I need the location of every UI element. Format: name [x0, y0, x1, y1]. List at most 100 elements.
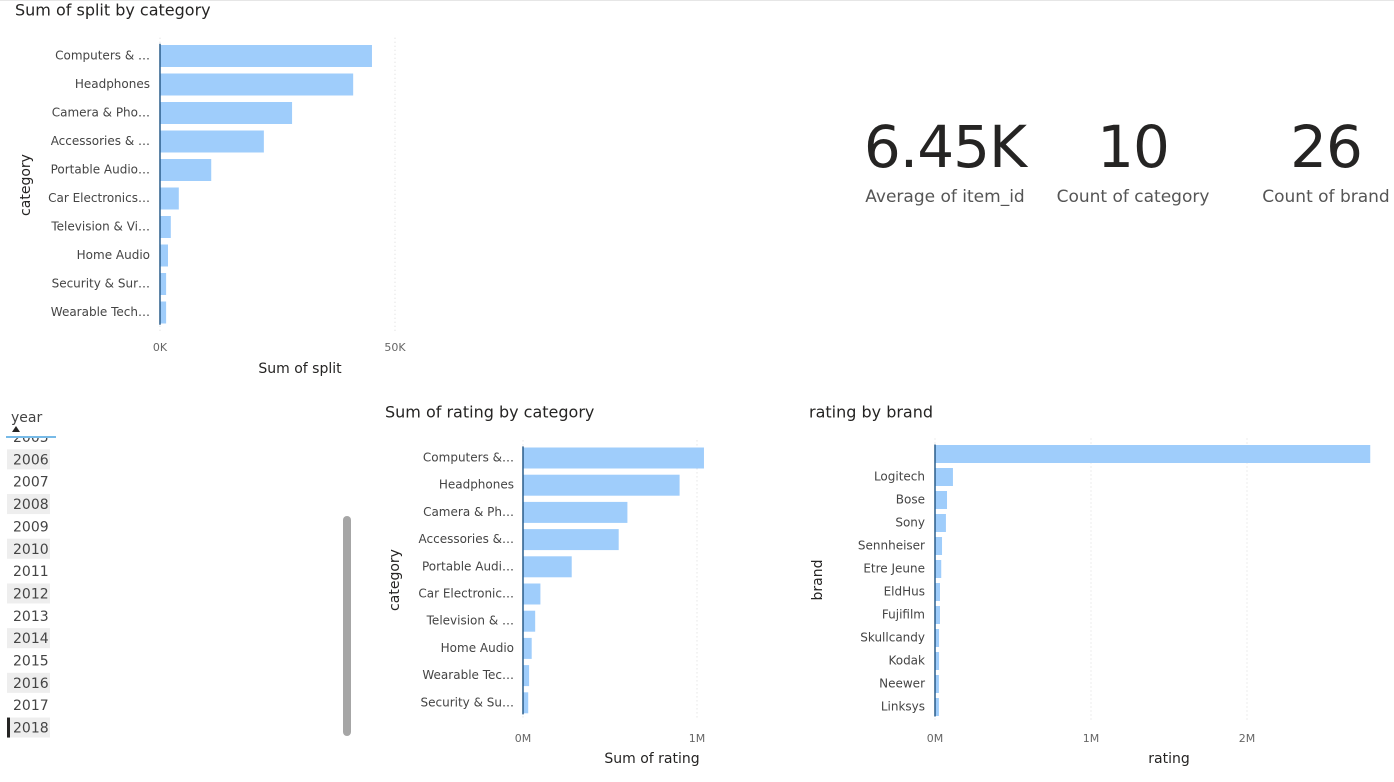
- y-tick-label: Linksys: [881, 700, 925, 714]
- bar[interactable]: [935, 491, 948, 509]
- slicer-item[interactable]: 2011: [13, 564, 49, 580]
- y-tick-label: Accessories & …: [51, 134, 150, 148]
- y-axis-title: brand: [810, 560, 826, 601]
- card-value: 26: [1290, 113, 1362, 181]
- y-tick-label: Wearable Tec…: [422, 668, 514, 682]
- card-value: 6.45K: [864, 113, 1029, 181]
- y-tick-label: Computers & …: [55, 49, 150, 63]
- y-tick-label: Television & Vi…: [50, 220, 150, 234]
- slicer-item-bg: [7, 628, 50, 649]
- slicer-item-bg: [7, 494, 50, 515]
- bar[interactable]: [523, 529, 619, 551]
- bar[interactable]: [935, 675, 939, 693]
- bar[interactable]: [935, 652, 940, 670]
- bar[interactable]: [935, 468, 953, 486]
- x-tick-label: 1M: [1083, 732, 1100, 745]
- slicer-item-bg: [7, 538, 50, 559]
- slicer-item[interactable]: 2006: [13, 452, 49, 468]
- bar[interactable]: [935, 583, 940, 601]
- slicer-item[interactable]: 2007: [13, 475, 49, 491]
- slicer-item[interactable]: 2008: [13, 497, 49, 513]
- bar[interactable]: [935, 606, 940, 624]
- bar[interactable]: [160, 102, 293, 124]
- y-tick-label: Neewer: [879, 677, 925, 691]
- slicer-item[interactable]: 2013: [13, 609, 49, 625]
- bar[interactable]: [160, 159, 212, 181]
- bar[interactable]: [523, 610, 536, 632]
- slicer-item[interactable]: 2009: [13, 519, 49, 535]
- x-tick-label: 1M: [689, 732, 706, 745]
- bar[interactable]: [160, 187, 179, 210]
- bar[interactable]: [160, 301, 167, 324]
- bar[interactable]: [160, 73, 354, 96]
- bar[interactable]: [523, 474, 680, 496]
- x-axis-title: rating: [1148, 751, 1189, 767]
- chart-title: Sum of rating by category: [385, 403, 594, 422]
- x-axis-title: Sum of split: [258, 361, 342, 377]
- bar[interactable]: [935, 537, 943, 555]
- bar[interactable]: [523, 583, 541, 605]
- y-tick-label: Car Electronic…: [418, 587, 514, 601]
- slicer-item[interactable]: 2014: [13, 631, 49, 647]
- y-tick-label: Kodak: [888, 654, 925, 668]
- bar[interactable]: [160, 216, 171, 238]
- bar[interactable]: [935, 629, 940, 647]
- chart-title: Sum of split by category: [15, 1, 211, 20]
- bar[interactable]: [523, 665, 530, 687]
- y-tick-label: Portable Audio…: [51, 163, 150, 177]
- y-tick-label: Skullcandy: [860, 631, 925, 645]
- y-tick-label: Camera & Pho…: [52, 106, 150, 120]
- slicer-item[interactable]: 2016: [13, 676, 49, 692]
- y-tick-label: Home Audio: [77, 248, 150, 262]
- slicer-sort-caret[interactable]: [12, 426, 20, 432]
- y-tick-label: Headphones: [439, 478, 514, 492]
- card-label: Average of item_id: [865, 187, 1024, 207]
- bar[interactable]: [160, 45, 372, 67]
- slicer-item[interactable]: 2010: [13, 542, 49, 558]
- y-tick-label: Logitech: [874, 470, 925, 484]
- slicer-item-bg: [7, 672, 50, 693]
- y-tick-label: Headphones: [75, 77, 150, 91]
- bar[interactable]: [935, 445, 1371, 463]
- bar[interactable]: [160, 244, 168, 267]
- y-tick-label: Sennheiser: [858, 539, 925, 553]
- slicer-item[interactable]: 2012: [13, 586, 49, 602]
- card-label: Count of brand: [1262, 187, 1389, 207]
- bar[interactable]: [523, 447, 704, 469]
- slicer-scrollbar[interactable]: [343, 516, 351, 736]
- bar[interactable]: [935, 698, 939, 716]
- y-tick-label: Camera & Ph…: [423, 505, 514, 519]
- slicer-item[interactable]: 2005: [13, 430, 49, 446]
- slicer-item[interactable]: 2015: [13, 654, 49, 670]
- bar[interactable]: [523, 692, 529, 714]
- bar[interactable]: [935, 514, 946, 532]
- x-tick-label: 2M: [1239, 732, 1256, 745]
- y-tick-label: Computers &…: [423, 451, 514, 465]
- bar[interactable]: [523, 501, 628, 523]
- bar[interactable]: [935, 560, 942, 578]
- y-tick-label: Fujifilm: [882, 608, 925, 622]
- bar[interactable]: [160, 130, 264, 153]
- bar[interactable]: [160, 273, 167, 295]
- y-tick-label: Accessories &…: [419, 532, 515, 546]
- y-tick-label: EldHus: [884, 585, 925, 599]
- slicer-item[interactable]: 2017: [13, 698, 49, 714]
- y-tick-label: Television & …: [426, 614, 514, 628]
- bar[interactable]: [523, 637, 532, 659]
- y-tick-label: Wearable Tech…: [51, 305, 150, 319]
- y-tick-label: Security & Sur…: [52, 277, 150, 291]
- slicer-selected-marker: [7, 717, 10, 738]
- bar[interactable]: [523, 556, 572, 578]
- chart-title: rating by brand: [809, 403, 933, 422]
- y-tick-label: Security & Su…: [421, 695, 515, 709]
- y-tick-label: Etre Jeune: [863, 562, 925, 576]
- slicer-item-bg: [7, 449, 50, 470]
- y-tick-label: Portable Audi…: [422, 559, 514, 573]
- slicer-item-bg: [7, 717, 50, 738]
- slicer-title: year: [11, 410, 42, 426]
- card-label: Count of category: [1057, 187, 1210, 207]
- y-axis-title: category: [387, 549, 403, 611]
- slicer-item[interactable]: 2018: [13, 721, 49, 737]
- x-tick-label: 0K: [153, 341, 168, 354]
